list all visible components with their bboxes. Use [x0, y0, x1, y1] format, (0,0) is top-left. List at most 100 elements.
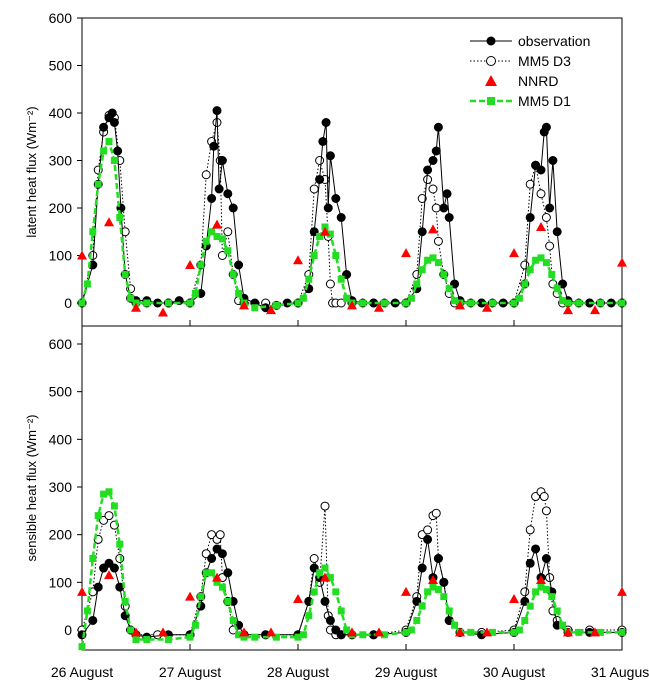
data-point-observation	[214, 184, 224, 194]
data-point-mm5-d1	[467, 299, 475, 307]
data-point-mm5-d1	[532, 256, 540, 264]
y-tick-label: 100	[49, 574, 73, 590]
data-point-observation	[223, 568, 233, 578]
data-point-mm5-d1	[407, 626, 415, 634]
data-point-mm5-d1	[164, 299, 172, 307]
data-point-nnrd	[347, 627, 357, 637]
data-point-mm5-d1	[316, 569, 324, 577]
data-point-mm5-d3	[223, 227, 233, 237]
data-point-mm5-d1	[143, 299, 151, 307]
data-point-mm5-d1	[542, 585, 550, 593]
data-point-mm5-d1	[186, 633, 194, 641]
data-point-mm5-d1	[440, 593, 448, 601]
legend-item-observation: observation	[470, 33, 590, 49]
data-point-observation	[417, 227, 427, 237]
data-point-observation	[431, 146, 441, 156]
data-point-mm5-d1	[127, 626, 135, 634]
data-point-nnrd	[158, 627, 168, 637]
series-line-mm5-d3	[81, 114, 622, 304]
data-point-observation	[423, 165, 433, 175]
data-point-mm5-d1	[510, 628, 518, 636]
data-point-observation	[417, 563, 427, 573]
data-point-nnrd	[104, 570, 114, 580]
data-point-mm5-d1	[618, 299, 626, 307]
data-point-nnrd	[509, 594, 519, 604]
data-point-nnrd	[158, 307, 168, 317]
data-point-mm5-d3	[320, 501, 330, 511]
data-point-nnrd	[374, 302, 384, 312]
data-point-mm5-d3	[423, 175, 433, 184]
data-point-mm5-d1	[218, 235, 226, 243]
data-point-mm5-d1	[553, 607, 561, 615]
x-tick-label: 29 August	[375, 664, 437, 680]
data-point-mm5-d1	[451, 297, 459, 305]
legend-item-mm5-d3: MM5 D3	[470, 53, 571, 69]
data-point-mm5-d3	[541, 506, 551, 516]
data-point-mm5-d1	[202, 569, 210, 577]
data-point-mm5-d1	[94, 512, 102, 520]
data-point-mm5-d3	[431, 203, 441, 213]
data-point-mm5-d1	[515, 294, 523, 302]
data-point-observation	[325, 151, 335, 161]
data-point-observation	[433, 554, 443, 563]
x-tick-label: 31 August	[591, 664, 649, 680]
data-point-nnrd	[266, 305, 276, 315]
data-point-observation	[323, 203, 333, 213]
data-point-mm5-d3	[201, 170, 211, 180]
series-observation	[77, 106, 627, 313]
data-point-nnrd	[239, 300, 249, 310]
data-point-mm5-d1	[418, 602, 426, 610]
data-point-mm5-d1	[596, 628, 604, 636]
data-point-nnrd	[320, 226, 330, 236]
data-point-observation	[212, 106, 222, 116]
data-point-mm5-d3	[325, 279, 335, 289]
data-point-observation	[525, 558, 535, 568]
data-point-mm5-d3	[104, 511, 114, 521]
data-point-mm5-d1	[445, 607, 453, 615]
y-tick-label: 0	[64, 622, 72, 638]
data-point-observation	[228, 203, 238, 213]
data-point-mm5-d1	[110, 157, 118, 164]
series-mm5-d3	[77, 487, 627, 640]
data-point-mm5-d1	[218, 583, 226, 591]
data-point-observation	[433, 122, 443, 132]
data-point-mm5-d1	[251, 633, 259, 641]
data-point-nnrd	[104, 217, 114, 227]
data-point-mm5-d1	[434, 585, 442, 593]
data-point-mm5-d1	[105, 138, 113, 145]
data-point-nnrd	[482, 627, 492, 637]
data-point-mm5-d1	[488, 628, 496, 636]
data-point-nnrd	[293, 255, 303, 265]
data-point-mm5-d1	[548, 593, 556, 601]
data-point-mm5-d3	[423, 525, 433, 535]
data-point-observation	[331, 194, 341, 203]
data-point-nnrd	[293, 594, 303, 604]
x-tick-label: 26 August	[51, 664, 113, 680]
data-point-mm5-d1	[186, 299, 194, 307]
data-point-mm5-d1	[526, 602, 534, 610]
data-point-nnrd	[185, 260, 195, 269]
y-axis-label: sensible heat flux (Wm⁻²)	[24, 414, 39, 561]
data-point-mm5-d1	[213, 233, 221, 240]
data-point-nnrd	[428, 574, 438, 584]
data-point-observation	[541, 122, 551, 132]
y-tick-label: 400	[49, 105, 73, 121]
data-point-mm5-d1	[332, 588, 340, 596]
legend-marker	[485, 75, 497, 86]
data-point-nnrd	[455, 300, 465, 310]
legend-item-mm5-d1: MM5 D1	[470, 93, 571, 109]
data-point-observation	[321, 118, 331, 127]
data-point-nnrd	[347, 300, 357, 310]
data-point-observation	[109, 118, 119, 127]
x-tick-label: 28 August	[267, 664, 329, 680]
data-point-nnrd	[509, 248, 519, 258]
data-point-mm5-d3	[520, 587, 530, 597]
legend-label: MM5 D1	[518, 93, 571, 109]
data-point-mm5-d1	[294, 633, 302, 641]
data-point-mm5-d1	[94, 180, 102, 188]
data-point-mm5-d1	[299, 631, 307, 639]
series-line-mm5-d1	[80, 490, 622, 647]
data-point-nnrd	[455, 627, 465, 637]
data-point-mm5-d1	[105, 488, 113, 496]
data-point-nnrd	[266, 627, 276, 637]
